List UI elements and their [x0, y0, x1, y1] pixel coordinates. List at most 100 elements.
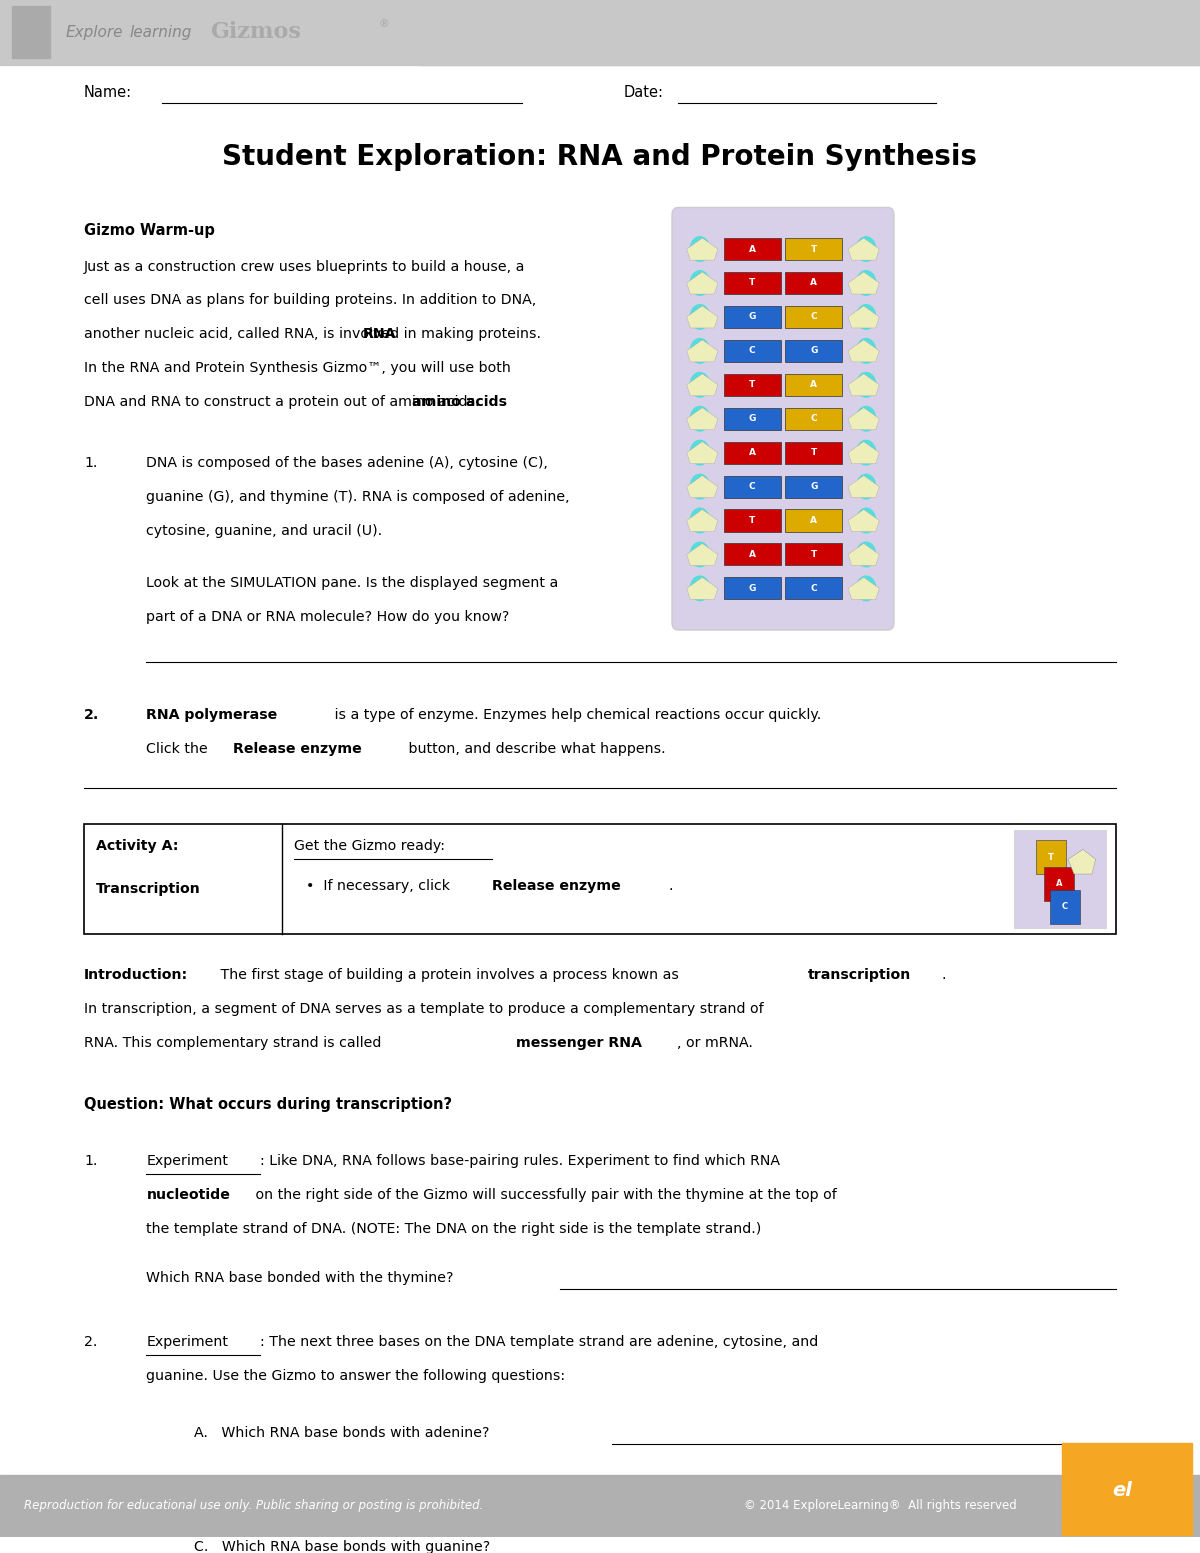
Text: © 2014 ExploreLearning®  All rights reserved: © 2014 ExploreLearning® All rights reser…	[744, 1499, 1016, 1513]
Polygon shape	[848, 475, 880, 497]
Text: A: A	[810, 380, 817, 390]
Text: T: T	[749, 278, 755, 287]
Text: messenger RNA: messenger RNA	[516, 1036, 642, 1050]
FancyBboxPatch shape	[672, 208, 894, 631]
Text: DNA and RNA to construct a protein out of amino acids.: DNA and RNA to construct a protein out o…	[84, 394, 480, 408]
Text: the template strand of DNA. (NOTE: The DNA on the right side is the template str: the template strand of DNA. (NOTE: The D…	[146, 1222, 762, 1236]
Bar	[0, 0, 1200, 65]
Circle shape	[690, 304, 709, 329]
Circle shape	[857, 339, 876, 363]
Text: Question: What occurs during transcription?: Question: What occurs during transcripti…	[84, 1096, 452, 1112]
Circle shape	[857, 576, 876, 601]
Bar	[785, 340, 842, 362]
Text: Reproduction for educational use only. Public sharing or posting is prohibited.: Reproduction for educational use only. P…	[24, 1499, 484, 1513]
Circle shape	[857, 304, 876, 329]
Polygon shape	[686, 509, 718, 531]
Circle shape	[857, 441, 876, 464]
Bar	[785, 509, 842, 531]
Circle shape	[690, 407, 709, 432]
Polygon shape	[848, 306, 880, 328]
Text: 1.: 1.	[84, 1154, 97, 1168]
Text: In transcription, a segment of DNA serves as a template to produce a complementa: In transcription, a segment of DNA serve…	[84, 1002, 763, 1016]
Bar	[785, 272, 842, 294]
Text: C.   Which RNA base bonds with guanine?: C. Which RNA base bonds with guanine?	[194, 1539, 491, 1553]
Text: 2.: 2.	[84, 1336, 97, 1350]
Text: Which RNA base bonded with the thymine?: Which RNA base bonded with the thymine?	[146, 1270, 454, 1284]
Text: A: A	[749, 550, 756, 559]
Text: nucleotide: nucleotide	[146, 1188, 230, 1202]
Circle shape	[857, 373, 876, 398]
Polygon shape	[848, 340, 880, 362]
Circle shape	[690, 576, 709, 601]
Bar	[84, 823, 1116, 935]
Text: Release enzyme: Release enzyme	[233, 742, 361, 756]
Text: Name:: Name:	[84, 84, 132, 99]
Circle shape	[690, 270, 709, 295]
Text: T: T	[749, 380, 755, 390]
Bar	[785, 306, 842, 328]
Bar	[785, 544, 842, 565]
Bar	[724, 441, 781, 464]
Text: Look at the SIMULATION pane. Is the displayed segment a: Look at the SIMULATION pane. Is the disp…	[146, 576, 559, 590]
Text: C: C	[1062, 902, 1068, 912]
Bar	[1036, 840, 1066, 874]
Polygon shape	[686, 475, 718, 497]
Circle shape	[690, 373, 709, 398]
Circle shape	[857, 508, 876, 533]
Text: : The next three bases on the DNA template strand are adenine, cytosine, and: : The next three bases on the DNA templa…	[260, 1336, 818, 1350]
Text: DNA is composed of the bases adenine (A), cytosine (C),: DNA is composed of the bases adenine (A)…	[146, 457, 548, 471]
Text: 2.: 2.	[84, 708, 100, 722]
Text: Transcription: Transcription	[96, 882, 200, 896]
Text: el: el	[1112, 1482, 1132, 1500]
Text: RNA polymerase: RNA polymerase	[146, 708, 277, 722]
Circle shape	[857, 474, 876, 499]
Text: A: A	[749, 449, 756, 457]
Bar	[724, 238, 781, 259]
Bar	[1044, 867, 1074, 901]
Text: on the right side of the Gizmo will successfully pair with the thymine at the to: on the right side of the Gizmo will succ…	[251, 1188, 836, 1202]
Bar	[785, 441, 842, 464]
Text: guanine (G), and thymine (T). RNA is composed of adenine,: guanine (G), and thymine (T). RNA is com…	[146, 491, 570, 505]
Bar	[724, 408, 781, 430]
Bar	[1014, 829, 1106, 929]
Text: Click the: Click the	[146, 742, 212, 756]
Text: T: T	[811, 550, 817, 559]
Text: G: G	[749, 584, 756, 593]
Text: A: A	[749, 244, 756, 253]
Text: Student Exploration: RNA and Protein Synthesis: Student Exploration: RNA and Protein Syn…	[222, 143, 978, 171]
Text: C: C	[749, 481, 756, 491]
Polygon shape	[686, 238, 718, 259]
Polygon shape	[848, 578, 880, 599]
Text: A: A	[1056, 879, 1062, 888]
Circle shape	[857, 407, 876, 432]
Circle shape	[857, 270, 876, 295]
Circle shape	[690, 508, 709, 533]
Text: Get the Gizmo ready:: Get the Gizmo ready:	[294, 839, 445, 853]
Polygon shape	[686, 272, 718, 294]
Bar	[724, 374, 781, 396]
Text: Just as a construction crew uses blueprints to build a house, a: Just as a construction crew uses bluepri…	[84, 259, 526, 273]
Text: ®: ®	[378, 20, 389, 30]
Circle shape	[690, 441, 709, 464]
Bar	[724, 544, 781, 565]
Text: : Like DNA, RNA follows base-pairing rules. Experiment to find which RNA: : Like DNA, RNA follows base-pairing rul…	[260, 1154, 780, 1168]
Text: G: G	[749, 415, 756, 424]
Text: transcription: transcription	[808, 968, 911, 981]
Bar	[785, 475, 842, 497]
Text: .: .	[668, 879, 673, 893]
Circle shape	[690, 474, 709, 499]
Text: B.   Which RNA base bonds with cytosine?: B. Which RNA base bonds with cytosine?	[194, 1483, 493, 1497]
Bar	[1062, 1443, 1192, 1534]
Bar	[724, 509, 781, 531]
Text: G: G	[810, 346, 817, 356]
Text: C: C	[749, 346, 756, 356]
Text: C: C	[810, 584, 817, 593]
Polygon shape	[848, 238, 880, 259]
Text: T: T	[811, 244, 817, 253]
Polygon shape	[848, 509, 880, 531]
Circle shape	[857, 236, 876, 261]
Bar	[785, 374, 842, 396]
Text: Activity A:: Activity A:	[96, 839, 179, 853]
Text: , or mRNA.: , or mRNA.	[677, 1036, 752, 1050]
Text: T: T	[1048, 853, 1054, 862]
